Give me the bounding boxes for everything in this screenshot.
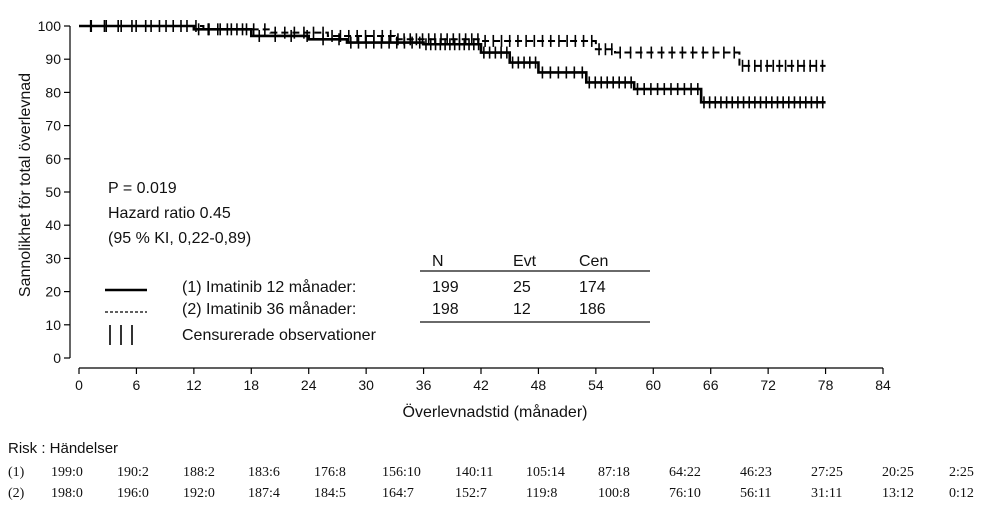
series-1-evt: 25 xyxy=(513,279,531,296)
risk-cell: 192:0 xyxy=(183,486,215,501)
y-tick-label: 30 xyxy=(45,250,61,266)
x-tick-label: 0 xyxy=(75,377,83,393)
x-tick-label: 12 xyxy=(186,377,202,393)
x-tick-label: 48 xyxy=(531,377,547,393)
x-tick-label: 42 xyxy=(473,377,489,393)
risk-cell: 188:2 xyxy=(183,465,215,480)
x-tick-label: 30 xyxy=(358,377,374,393)
x-tick-label: 18 xyxy=(243,377,259,393)
risk-cell: 152:7 xyxy=(455,486,487,501)
x-tick-label: 36 xyxy=(416,377,432,393)
risk-cell: 100:8 xyxy=(598,486,630,501)
risk-cell: 13:12 xyxy=(882,486,914,501)
km-chart: 0 10 20 30 40 50 60 70 80 90 100 0 6 12 18 24 30 36 42 48 5… xyxy=(17,18,891,421)
legend-series-1: (1) Imatinib 12 månader: xyxy=(182,278,356,296)
p-value: P = 0.019 xyxy=(108,180,177,197)
risk-row-label: (1) xyxy=(8,465,25,480)
series-2-n: 198 xyxy=(432,301,459,318)
risk-cell: 2:25 xyxy=(949,465,974,480)
risk-cell: 46:23 xyxy=(740,465,772,480)
y-axis-label: Sannolikhet för total överlevnad xyxy=(17,73,34,297)
risk-cell: 156:10 xyxy=(382,465,421,480)
x-tick-label: 60 xyxy=(645,377,661,393)
risk-cell: 119:8 xyxy=(526,486,558,501)
y-tick-label: 50 xyxy=(45,184,61,200)
risk-table-title: Risk : Händelser xyxy=(8,440,119,457)
y-tick-label: 10 xyxy=(45,317,61,333)
risk-cell: 56:11 xyxy=(740,486,772,501)
series-1-cen: 174 xyxy=(579,279,606,296)
risk-cell: 87:18 xyxy=(598,465,630,480)
survival-curve-2 xyxy=(79,25,826,67)
x-tick-label: 54 xyxy=(588,377,604,393)
x-tick-label: 24 xyxy=(301,377,317,393)
risk-cell: 183:6 xyxy=(248,465,280,480)
risk-cell: 31:11 xyxy=(811,486,843,501)
risk-cell: 190:2 xyxy=(117,465,149,480)
risk-cell: 198:0 xyxy=(51,486,83,501)
survival-curves xyxy=(79,20,826,109)
risk-cell: 0:12 xyxy=(949,486,974,501)
table-header-cen: Cen xyxy=(579,253,608,270)
x-tick-label: 6 xyxy=(133,377,141,393)
survival-curve-1 xyxy=(79,24,826,104)
y-tick-label: 100 xyxy=(38,18,62,34)
risk-cell: 176:8 xyxy=(314,465,346,480)
y-tick-label: 70 xyxy=(45,118,61,134)
risk-cell: 196:0 xyxy=(117,486,149,501)
risk-cell: 187:4 xyxy=(248,486,280,501)
risk-cell: 164:7 xyxy=(382,486,414,501)
y-tick-label: 60 xyxy=(45,151,61,167)
risk-row-label: (2) xyxy=(8,486,25,501)
y-tick-label: 0 xyxy=(53,350,61,366)
risk-cell: 140:11 xyxy=(455,465,494,480)
x-axis: 0 6 12 18 24 30 36 42 48 54 60 66 72 78 84 xyxy=(75,367,891,393)
risk-cell: 105:14 xyxy=(526,465,565,480)
y-tick-label: 90 xyxy=(45,51,61,67)
y-axis: 0 10 20 30 40 50 60 70 80 90 100 xyxy=(38,18,71,366)
x-axis-label: Överlevnadstid (månader) xyxy=(403,403,588,421)
x-tick-label: 66 xyxy=(703,377,719,393)
legend-censored: Censurerade observationer xyxy=(182,327,377,344)
legend-series-2: (2) Imatinib 36 månader: xyxy=(182,300,356,318)
table-header-evt: Evt xyxy=(513,253,537,270)
x-tick-label: 72 xyxy=(760,377,776,393)
y-tick-label: 40 xyxy=(45,217,61,233)
risk-cell: 20:25 xyxy=(882,465,914,480)
y-tick-label: 20 xyxy=(45,284,61,300)
series-2-cen: 186 xyxy=(579,301,606,318)
risk-cell: 64:22 xyxy=(669,465,701,480)
risk-cell: 76:10 xyxy=(669,486,701,501)
risk-cell: 27:25 xyxy=(811,465,843,480)
risk-cell: 184:5 xyxy=(314,486,346,501)
series-1-n: 199 xyxy=(432,279,459,296)
table-header-n: N xyxy=(432,253,444,270)
legend-censor-ticks-icon xyxy=(109,325,133,345)
y-tick-label: 80 xyxy=(45,84,61,100)
hazard-ratio: Hazard ratio 0.45 xyxy=(108,205,231,222)
x-tick-label: 84 xyxy=(875,377,891,393)
risk-cell: 199:0 xyxy=(51,465,83,480)
x-tick-label: 78 xyxy=(818,377,834,393)
series-2-evt: 12 xyxy=(513,301,531,318)
confidence-interval: (95 % KI, 0,22-0,89) xyxy=(108,230,251,247)
